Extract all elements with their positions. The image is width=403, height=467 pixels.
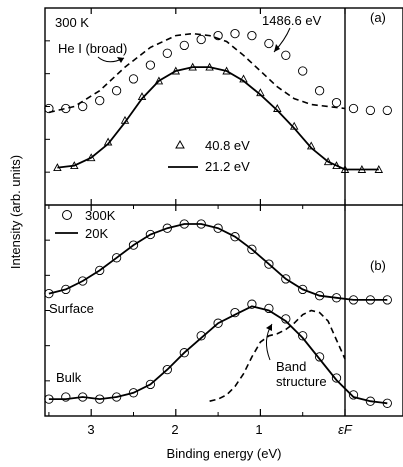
data-point (44, 288, 54, 299)
data-point (179, 348, 189, 358)
data-point (179, 40, 189, 51)
x-tick-label-3: 3 (87, 422, 94, 437)
panel-b-label: (b) (370, 258, 386, 273)
data-point (247, 299, 257, 309)
data-point (95, 95, 105, 106)
data-point (298, 66, 308, 76)
data-point (86, 153, 96, 162)
data-point (382, 105, 392, 116)
data-point (95, 265, 105, 276)
band-label-line1: Band (276, 359, 306, 374)
band-arrow-head (266, 324, 272, 331)
temperature-label: 300 K (55, 15, 89, 30)
data-point (281, 274, 291, 284)
data-point (145, 60, 156, 70)
data-point (61, 103, 71, 114)
legend-circle-marker (62, 210, 72, 220)
legend-triangle-marker (175, 139, 185, 149)
data-point (162, 223, 172, 233)
series-line (48, 305, 388, 405)
legend-300k-label: 300K (85, 208, 116, 223)
data-point (230, 28, 240, 39)
data-point (44, 103, 54, 114)
series-line (209, 309, 346, 402)
data-point (145, 379, 156, 390)
data-point (162, 364, 172, 375)
data-point (247, 244, 257, 254)
panel-a-label: (a) (370, 10, 386, 25)
data-point (213, 30, 223, 41)
panel-b-curves (44, 219, 392, 408)
band-label-line2: structure (276, 374, 327, 389)
data-point (331, 97, 342, 108)
data-point (61, 392, 71, 402)
tick-marks (45, 8, 346, 416)
data-point (331, 373, 342, 383)
data-point (78, 101, 88, 112)
data-point (196, 331, 206, 341)
data-point (111, 86, 122, 96)
data-point (264, 303, 274, 314)
data-point (128, 388, 139, 398)
data-point (264, 38, 274, 49)
data-point (314, 352, 325, 362)
hei-broad-label: He I (broad) (58, 41, 127, 56)
data-point (298, 331, 308, 341)
data-point (162, 48, 172, 58)
data-point (111, 253, 122, 263)
series-line (48, 32, 346, 114)
data-point (128, 240, 139, 250)
series-line (48, 223, 388, 301)
y-axis-label: Intensity (arb. units) (8, 155, 23, 269)
data-point (365, 105, 376, 116)
x-axis-label: Binding energy (eV) (167, 446, 282, 461)
data-point (128, 74, 139, 84)
x-tick-label-ef: εF (338, 422, 353, 437)
data-point (213, 223, 223, 233)
data-point (230, 232, 240, 242)
data-point (78, 276, 88, 286)
hei-arrow-head (117, 57, 124, 63)
legend-21-2-label: 21.2 eV (205, 159, 250, 174)
data-point (314, 86, 325, 96)
data-point (247, 30, 257, 41)
panel-a-curves (44, 28, 392, 173)
data-point (196, 34, 206, 45)
xps-arrow-head (274, 44, 280, 52)
data-point (298, 284, 308, 295)
xps-energy-label: 1486.6 eV (262, 13, 322, 28)
data-point (213, 318, 223, 328)
data-point (281, 50, 291, 60)
surface-label: Surface (49, 301, 94, 316)
x-tick-label-2: 2 (171, 422, 178, 437)
data-point (61, 284, 71, 295)
data-point (348, 103, 359, 114)
data-point (145, 229, 156, 240)
bulk-label: Bulk (56, 370, 82, 385)
plot-frame (44, 7, 403, 417)
x-tick-label-1: 1 (255, 422, 262, 437)
legend-40-8-label: 40.8 eV (205, 138, 250, 153)
data-point (323, 157, 333, 166)
data-point (264, 259, 274, 269)
series-line (57, 66, 379, 171)
data-point (348, 390, 359, 400)
legend-20k-label: 20K (85, 226, 108, 241)
